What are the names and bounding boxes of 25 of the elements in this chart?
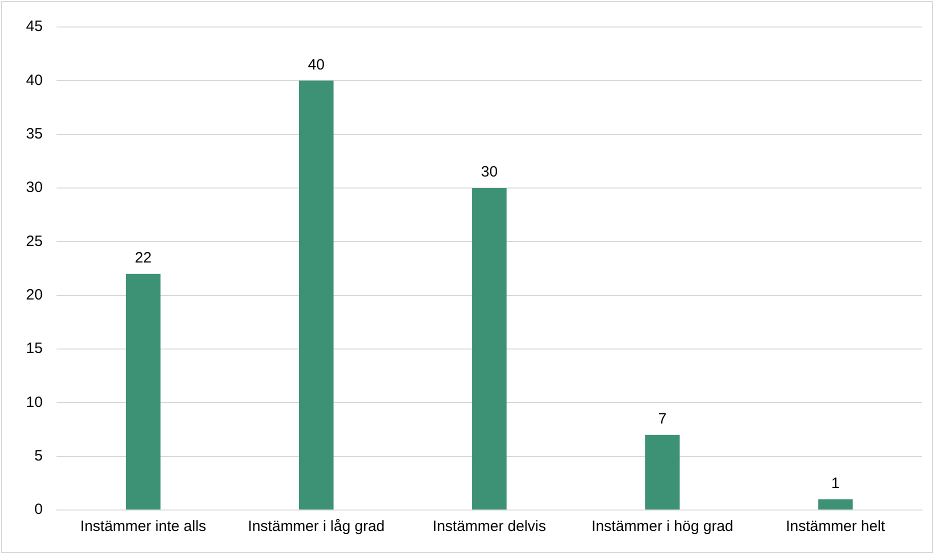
y-tick-label: 0 xyxy=(34,501,43,518)
y-tick-label: 35 xyxy=(26,125,43,142)
bar xyxy=(645,434,680,510)
data-label: 7 xyxy=(658,410,667,428)
data-label: 40 xyxy=(308,56,325,74)
bar xyxy=(298,80,334,510)
y-tick-label: 25 xyxy=(26,232,43,250)
y-tick-label: 45 xyxy=(26,18,43,36)
data-label: 1 xyxy=(831,474,840,492)
bar xyxy=(472,188,507,510)
data-label: 30 xyxy=(481,164,498,181)
bar xyxy=(818,499,853,510)
y-tick-label: 30 xyxy=(26,179,43,196)
x-tick-label: Instämmer inte alls xyxy=(80,518,206,536)
y-tick-label: 10 xyxy=(26,394,43,411)
y-tick-label: 15 xyxy=(26,340,43,358)
y-tick-label: 40 xyxy=(26,72,43,89)
y-tick-label: 5 xyxy=(34,447,43,464)
bar xyxy=(126,274,161,510)
x-tick-label: Instämmer i låg grad xyxy=(248,518,385,536)
y-tick-label: 20 xyxy=(26,286,43,304)
x-tick-label: Instämmer i hög grad xyxy=(592,518,734,536)
x-tick-label: Instämmer delvis xyxy=(432,518,546,536)
x-tick-label: Instämmer helt xyxy=(786,518,886,536)
data-label: 22 xyxy=(134,250,152,267)
